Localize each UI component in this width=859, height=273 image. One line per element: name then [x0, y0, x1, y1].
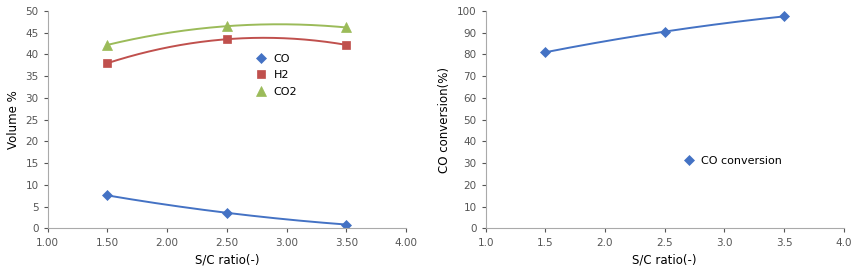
Y-axis label: CO conversion(%): CO conversion(%)	[438, 67, 451, 173]
Line: CO: CO	[104, 192, 350, 228]
Line: H2: H2	[103, 35, 350, 67]
X-axis label: S/C ratio(-): S/C ratio(-)	[632, 253, 697, 266]
H2	[102, 61, 113, 65]
CO conversion	[660, 30, 670, 33]
Y-axis label: Volume %: Volume %	[7, 90, 20, 149]
H2	[222, 38, 232, 41]
Legend: CO conversion: CO conversion	[678, 151, 786, 170]
CO2	[222, 25, 232, 28]
H2	[341, 43, 351, 46]
Legend: CO, H2, CO2: CO, H2, CO2	[250, 49, 302, 101]
CO2	[102, 43, 113, 46]
CO conversion	[540, 51, 551, 54]
Line: CO conversion: CO conversion	[542, 13, 788, 56]
CO2	[341, 26, 351, 29]
CO	[341, 223, 351, 226]
CO conversion	[779, 15, 789, 18]
Line: CO2: CO2	[102, 21, 351, 50]
X-axis label: S/C ratio(-): S/C ratio(-)	[195, 253, 259, 266]
CO	[102, 194, 113, 197]
CO	[222, 211, 232, 215]
